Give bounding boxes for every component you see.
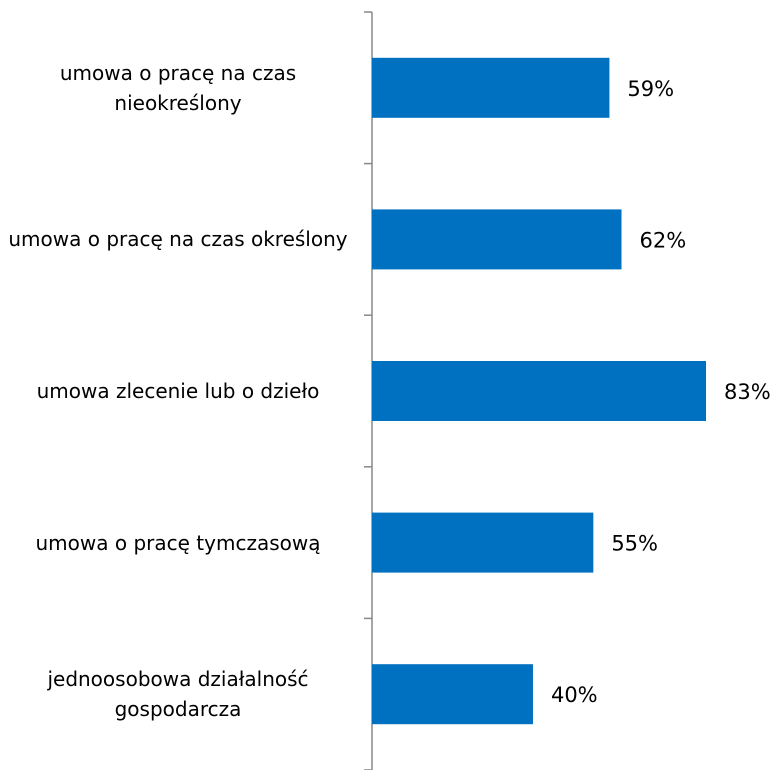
bar: [372, 664, 533, 725]
value-label: 83%: [724, 380, 771, 404]
bar: [372, 57, 610, 118]
value-label: 62%: [639, 228, 686, 252]
category-label: umowa o pracę na czas określony: [8, 227, 348, 252]
value-label: 40%: [551, 683, 598, 707]
bar: [372, 512, 594, 573]
value-label: 59%: [627, 77, 674, 101]
category-label: jednoosobowa działalność gospodarcza: [47, 667, 309, 722]
bar: [372, 209, 622, 270]
category-label: umowa zlecenie lub o dzieło: [36, 379, 320, 403]
category-label: umowa o pracę na czas nieokreślony: [59, 60, 297, 115]
bar: [372, 361, 706, 421]
category-label: umowa o pracę tymczasową: [35, 530, 321, 555]
value-label: 55%: [611, 532, 658, 556]
